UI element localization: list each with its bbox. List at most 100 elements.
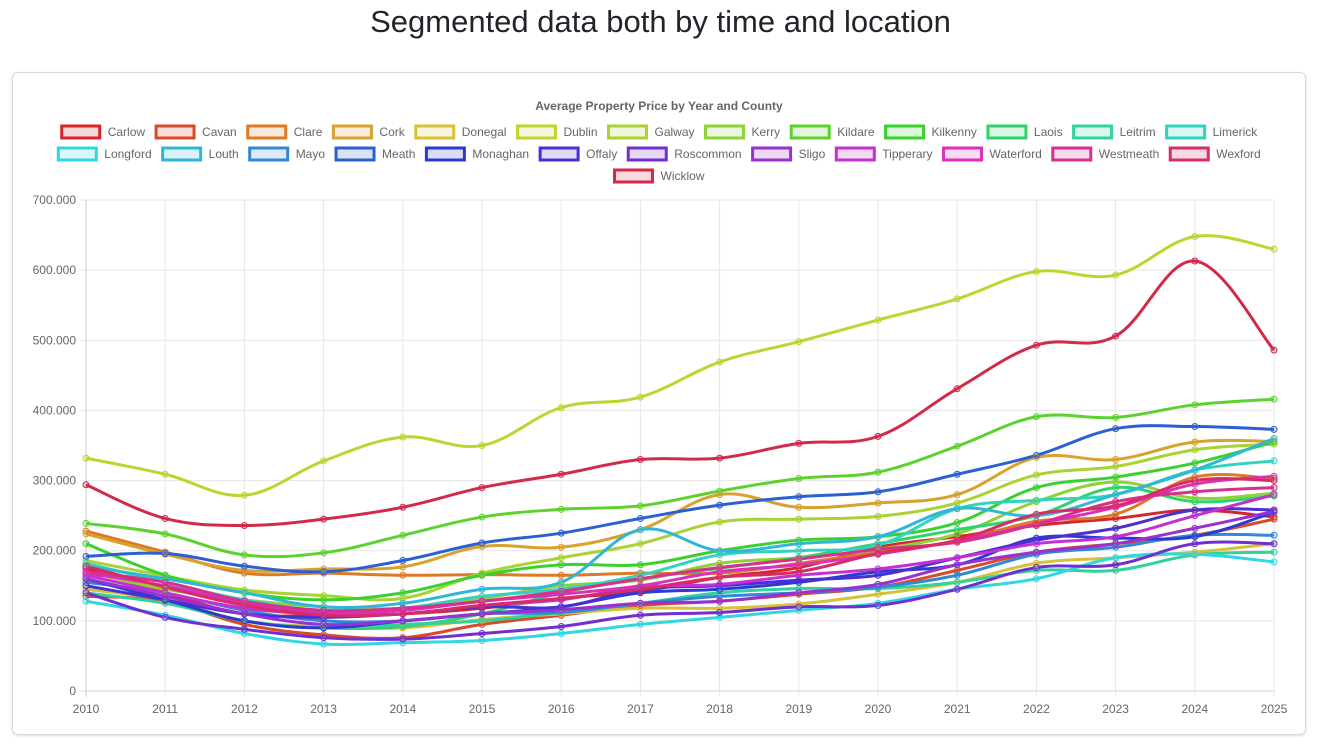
- data-point[interactable]: [1270, 540, 1278, 548]
- data-point[interactable]: [82, 589, 90, 597]
- data-point[interactable]: [557, 606, 565, 614]
- data-point[interactable]: [1112, 543, 1120, 551]
- data-point[interactable]: [716, 573, 724, 581]
- data-point[interactable]: [1270, 457, 1278, 465]
- data-point[interactable]: [399, 599, 407, 607]
- data-point[interactable]: [478, 636, 486, 644]
- data-point[interactable]: [953, 526, 961, 534]
- data-point[interactable]: [1112, 425, 1120, 433]
- data-point[interactable]: [82, 564, 90, 572]
- data-point[interactable]: [557, 561, 565, 569]
- data-point[interactable]: [1032, 451, 1040, 459]
- data-point[interactable]: [320, 606, 328, 614]
- data-point[interactable]: [161, 583, 169, 591]
- data-point[interactable]: [1191, 477, 1199, 485]
- data-point[interactable]: [82, 597, 90, 605]
- data-point[interactable]: [557, 470, 565, 478]
- data-point[interactable]: [1032, 548, 1040, 556]
- data-point[interactable]: [1270, 425, 1278, 433]
- data-point[interactable]: [1112, 566, 1120, 574]
- data-point[interactable]: [1112, 271, 1120, 279]
- data-point[interactable]: [636, 585, 644, 593]
- legend-item[interactable]: Donegal: [414, 124, 507, 140]
- data-point[interactable]: [636, 611, 644, 619]
- data-point[interactable]: [399, 604, 407, 612]
- data-point[interactable]: [1191, 550, 1199, 558]
- data-point[interactable]: [953, 519, 961, 527]
- data-point[interactable]: [1191, 512, 1199, 520]
- data-point[interactable]: [1032, 536, 1040, 544]
- data-point[interactable]: [716, 487, 724, 495]
- data-point[interactable]: [636, 575, 644, 583]
- data-point[interactable]: [240, 562, 248, 570]
- data-point[interactable]: [636, 393, 644, 401]
- data-point[interactable]: [795, 589, 803, 597]
- data-point[interactable]: [557, 554, 565, 562]
- data-point[interactable]: [1112, 456, 1120, 464]
- data-point[interactable]: [1112, 510, 1120, 518]
- data-point[interactable]: [953, 505, 961, 513]
- series-line-monaghan[interactable]: [85, 510, 1275, 630]
- data-point[interactable]: [557, 404, 565, 412]
- data-point[interactable]: [478, 585, 486, 593]
- data-point[interactable]: [240, 620, 248, 628]
- data-point[interactable]: [82, 481, 90, 489]
- data-point[interactable]: [161, 596, 169, 604]
- data-point[interactable]: [478, 601, 486, 609]
- data-point[interactable]: [478, 539, 486, 547]
- legend-item[interactable]: Kilkenny: [884, 124, 977, 140]
- data-point[interactable]: [320, 596, 328, 604]
- data-point[interactable]: [1112, 332, 1120, 340]
- data-point[interactable]: [82, 540, 90, 548]
- legend-item[interactable]: Cavan: [154, 124, 237, 140]
- legend-item[interactable]: Cork: [331, 124, 406, 140]
- data-point[interactable]: [161, 599, 169, 607]
- data-point[interactable]: [82, 562, 90, 570]
- legend-item[interactable]: Leitrim: [1072, 124, 1156, 140]
- data-point[interactable]: [320, 620, 328, 628]
- data-point[interactable]: [1032, 510, 1040, 518]
- data-point[interactable]: [1191, 480, 1199, 488]
- data-point[interactable]: [320, 457, 328, 465]
- data-point[interactable]: [320, 515, 328, 523]
- data-point[interactable]: [161, 530, 169, 538]
- data-point[interactable]: [953, 295, 961, 303]
- data-point[interactable]: [240, 606, 248, 614]
- legend-item[interactable]: Kerry: [704, 124, 781, 140]
- data-point[interactable]: [795, 474, 803, 482]
- data-point[interactable]: [1032, 540, 1040, 548]
- data-point[interactable]: [1191, 488, 1199, 496]
- data-point[interactable]: [82, 519, 90, 527]
- data-point[interactable]: [874, 571, 882, 579]
- data-point[interactable]: [240, 601, 248, 609]
- data-point[interactable]: [716, 564, 724, 572]
- data-point[interactable]: [1270, 515, 1278, 523]
- data-point[interactable]: [795, 606, 803, 614]
- data-point[interactable]: [1191, 473, 1199, 481]
- data-point[interactable]: [320, 624, 328, 632]
- data-point[interactable]: [1112, 502, 1120, 510]
- data-point[interactable]: [557, 505, 565, 513]
- data-point[interactable]: [1112, 473, 1120, 481]
- data-point[interactable]: [557, 529, 565, 537]
- legend-item[interactable]: Mayo: [248, 146, 326, 162]
- legend-item[interactable]: Clare: [246, 124, 323, 140]
- series-line-galway[interactable]: [85, 442, 1275, 602]
- data-point[interactable]: [795, 439, 803, 447]
- data-point[interactable]: [716, 358, 724, 366]
- data-point[interactable]: [478, 629, 486, 637]
- data-point[interactable]: [795, 571, 803, 579]
- series-line-wexford[interactable]: [85, 477, 1275, 618]
- data-point[interactable]: [240, 551, 248, 559]
- data-point[interactable]: [795, 338, 803, 346]
- data-point[interactable]: [1191, 401, 1199, 409]
- data-point[interactable]: [874, 316, 882, 324]
- data-point[interactable]: [716, 547, 724, 555]
- data-point[interactable]: [320, 611, 328, 619]
- data-point[interactable]: [557, 629, 565, 637]
- data-point[interactable]: [161, 571, 169, 579]
- data-point[interactable]: [874, 499, 882, 507]
- data-point[interactable]: [874, 580, 882, 588]
- data-point[interactable]: [399, 610, 407, 618]
- data-point[interactable]: [161, 589, 169, 597]
